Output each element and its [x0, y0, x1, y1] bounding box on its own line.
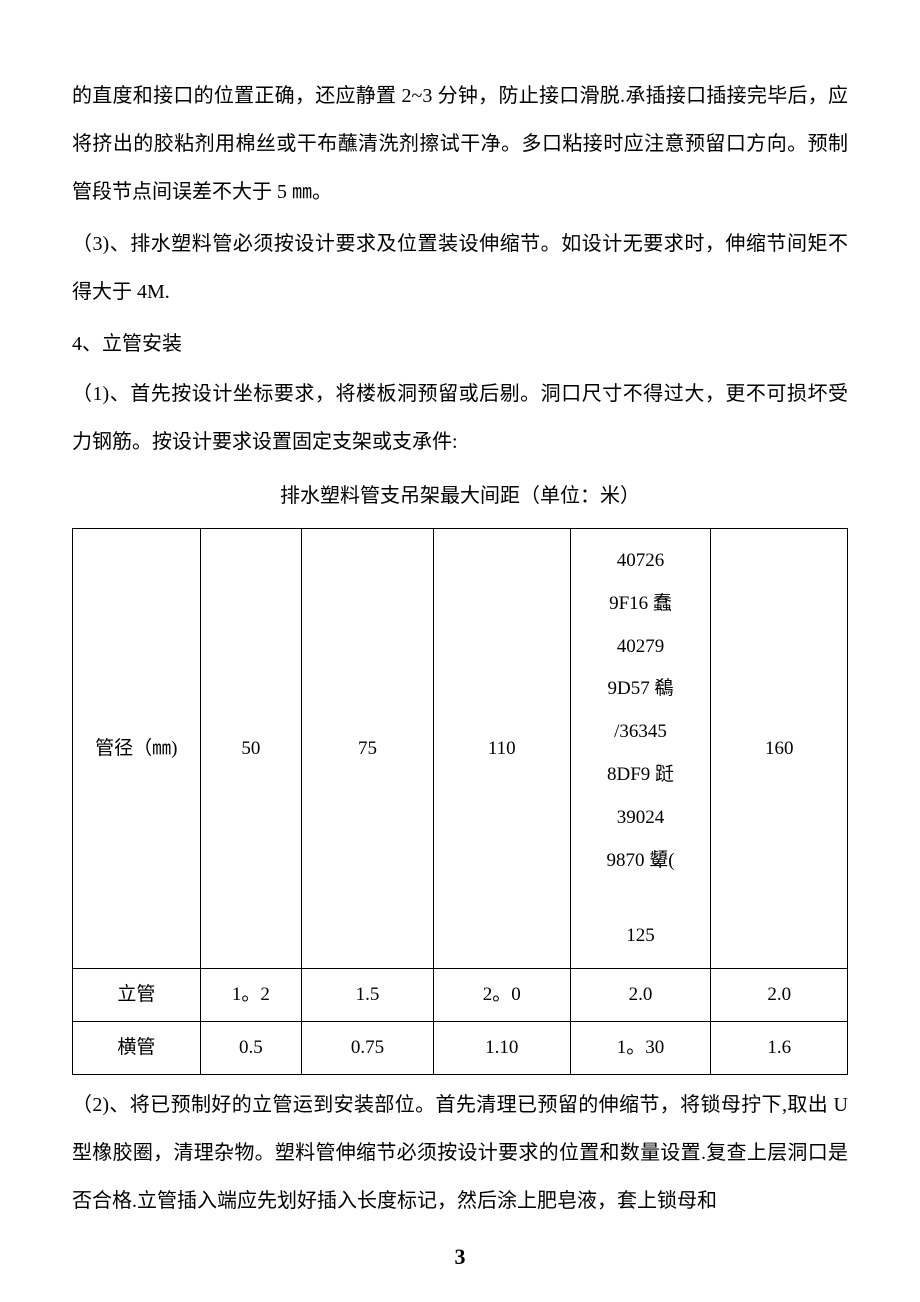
- table-cell: 1.5: [301, 969, 433, 1022]
- table-cell-multiline: 40726 9F16 蠢 40279 9D57 鵗 /36345 8DF9 跹 …: [570, 529, 711, 969]
- page-number: 3: [72, 1231, 848, 1284]
- table-cell: 2。0: [434, 969, 571, 1022]
- table-row: 横管 0.5 0.75 1.10 1。30 1.6: [73, 1022, 848, 1075]
- table-cell: 立管: [73, 969, 201, 1022]
- table-cell: 1.10: [434, 1022, 571, 1075]
- table-cell: 横管: [73, 1022, 201, 1075]
- table-cell: 2.0: [570, 969, 711, 1022]
- section-heading: 4、立管安装: [72, 320, 848, 368]
- cell-line: 40279: [575, 626, 707, 668]
- paragraph-2: （3)、排水塑料管必须按设计要求及位置装设伸缩节。如设计无要求时，伸缩节间矩不得…: [72, 220, 848, 316]
- cell-line: 9D57 鵗: [575, 668, 707, 710]
- table-cell: 1。30: [570, 1022, 711, 1075]
- table-row: 管径（㎜) 50 75 110 40726 9F16 蠢 40279 9D57 …: [73, 529, 848, 969]
- table-cell: 1。2: [200, 969, 301, 1022]
- cell-line: 39024: [575, 797, 707, 839]
- cell-line: 125: [575, 915, 707, 957]
- table-cell: 0.5: [200, 1022, 301, 1075]
- cell-line: 9870 顰(: [575, 840, 707, 882]
- table-cell: 管径（㎜): [73, 529, 201, 969]
- cell-line: 8DF9 跹: [575, 754, 707, 796]
- paragraph-1: 的直度和接口的位置正确，还应静置 2~3 分钟，防止接口滑脱.承插接口插接完毕后…: [72, 72, 848, 216]
- table-cell: 0.75: [301, 1022, 433, 1075]
- cell-line: 40726: [575, 540, 707, 582]
- document-page: 的直度和接口的位置正确，还应静置 2~3 分钟，防止接口滑脱.承插接口插接完毕后…: [0, 0, 920, 1284]
- cell-gap: [575, 882, 707, 914]
- paragraph-4: （1)、首先按设计坐标要求，将楼板洞预留或后剔。洞口尺寸不得过大，更不可损坏受力…: [72, 370, 848, 466]
- table-cell: 110: [434, 529, 571, 969]
- table-caption: 排水塑料管支吊架最大间距（单位：米）: [72, 472, 848, 520]
- table-cell: 2.0: [711, 969, 848, 1022]
- table-cell: 75: [301, 529, 433, 969]
- paragraph-5: （2)、将已预制好的立管运到安装部位。首先清理已预留的伸缩节，将锁母拧下,取出 …: [72, 1081, 848, 1225]
- cell-line: /36345: [575, 711, 707, 753]
- table-cell: 160: [711, 529, 848, 969]
- table-cell: 1.6: [711, 1022, 848, 1075]
- table-cell: 50: [200, 529, 301, 969]
- cell-line: 9F16 蠢: [575, 583, 707, 625]
- table-row: 立管 1。2 1.5 2。0 2.0 2.0: [73, 969, 848, 1022]
- spacing-table: 管径（㎜) 50 75 110 40726 9F16 蠢 40279 9D57 …: [72, 528, 848, 1075]
